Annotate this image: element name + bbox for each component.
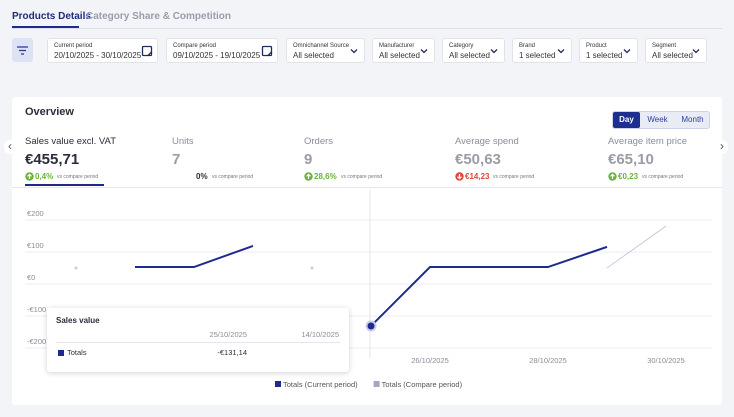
x-tick-label: 30/10/2025 xyxy=(647,356,685,365)
next-arrow[interactable]: › xyxy=(716,140,728,154)
filter[interactable]: Current period 20/10/2025 - 30/10/2025 xyxy=(47,38,158,63)
y-tick-label: -€100 xyxy=(27,305,46,314)
metric-note: vs compare period xyxy=(493,174,535,180)
tab[interactable]: Products Details xyxy=(12,11,91,22)
filter-label: Segment xyxy=(652,43,677,49)
line xyxy=(370,245,608,327)
tab-underline xyxy=(12,26,79,28)
metric-underline xyxy=(25,184,104,186)
metric-change: 0% xyxy=(196,172,208,181)
filter-icon xyxy=(17,46,28,55)
line-point xyxy=(310,266,314,270)
chevron-icon xyxy=(490,49,498,54)
tooltip-value: -€131,14 xyxy=(217,348,247,357)
metric-note: vs compare period xyxy=(57,174,99,180)
calendar-icon xyxy=(261,45,273,57)
filter-value: 20/10/2025 - 30/10/2025 xyxy=(54,51,142,60)
filter-label: Compare period xyxy=(173,43,217,49)
tooltip-divider xyxy=(56,342,340,343)
metric-value: €65,10 xyxy=(608,151,654,168)
tooltip-column: 14/10/2025 xyxy=(301,330,339,339)
metric-value: 7 xyxy=(172,151,181,168)
chevron-icon xyxy=(420,49,428,54)
filter[interactable]: Omnichannel Source All selected xyxy=(286,38,365,63)
calendar-icon xyxy=(141,45,153,57)
filter[interactable]: Category All selected xyxy=(442,38,505,63)
tab[interactable]: Category Share & Competition xyxy=(86,11,232,22)
metric-name: Units xyxy=(172,136,194,147)
metric-name: Orders xyxy=(304,136,334,147)
filter-value: All selected xyxy=(652,51,693,60)
line xyxy=(606,225,667,269)
chevron-icon xyxy=(557,49,565,54)
metric-note: vs compare period xyxy=(341,174,383,180)
legend-swatch xyxy=(373,381,380,387)
metric-name: Average item price xyxy=(608,136,688,147)
line xyxy=(135,244,254,269)
trend-icon xyxy=(304,172,313,181)
filter-label: Current period xyxy=(54,43,93,49)
filter-value: All selected xyxy=(293,51,334,60)
filter[interactable]: Manufacturer All selected xyxy=(372,38,435,63)
filter[interactable]: Product 1 selected xyxy=(579,38,638,63)
filter[interactable]: Compare period 09/10/2025 - 19/10/2025 xyxy=(166,38,278,63)
tooltip-swatch xyxy=(58,350,64,356)
prev-arrow[interactable]: ‹ xyxy=(4,140,16,154)
tooltip-row: Totals xyxy=(67,348,87,357)
trend-icon xyxy=(455,172,464,181)
tooltip-title: Sales value xyxy=(56,316,100,325)
y-tick-label: €200 xyxy=(27,209,44,218)
filter-label: Category xyxy=(449,43,474,49)
metric-value: 9 xyxy=(304,151,313,168)
period-option[interactable]: Month xyxy=(681,115,704,124)
filter-button[interactable] xyxy=(12,38,33,62)
filter-label: Product xyxy=(586,43,607,49)
overview-title: Overview xyxy=(25,106,74,118)
legend-label: Totals (Compare period) xyxy=(382,380,463,389)
y-tick-label: €0 xyxy=(27,273,35,282)
metric-value: €455,71 xyxy=(25,151,80,168)
tooltip: Sales value 25/10/2025 14/10/2025 Totals -€1… xyxy=(47,308,349,372)
metric-change: 28,6% xyxy=(314,172,337,181)
metric-note: vs compare period xyxy=(642,174,684,180)
filter-value: All selected xyxy=(379,51,420,60)
metrics-divider xyxy=(12,187,722,188)
metric-note: vs compare period xyxy=(212,174,254,180)
trend-icon xyxy=(608,172,617,181)
metric-change: 0,4% xyxy=(35,172,54,181)
y-tick-label: -€200 xyxy=(27,337,46,346)
active-point xyxy=(365,320,377,332)
chevron-icon xyxy=(623,49,631,54)
y-tick-label: €100 xyxy=(27,241,44,250)
x-tick-label: 28/10/2025 xyxy=(529,356,567,365)
filter-value: All selected xyxy=(449,51,490,60)
tooltip-column: 25/10/2025 xyxy=(209,330,247,339)
tab-divider xyxy=(12,28,722,29)
filter-value: 1 selected xyxy=(586,51,623,60)
filter[interactable]: Segment All selected xyxy=(645,38,707,63)
filter-label: Brand xyxy=(519,43,536,49)
legend-label: Totals (Current period) xyxy=(283,380,358,389)
metric-value: €50,63 xyxy=(455,151,501,168)
line-point xyxy=(74,266,78,270)
chevron-icon xyxy=(350,49,358,54)
period-option[interactable]: Day xyxy=(613,112,640,128)
metric-change: €0,23 xyxy=(618,172,639,181)
chevron-icon xyxy=(692,49,700,54)
legend-swatch xyxy=(275,381,281,387)
filter[interactable]: Brand 1 selected xyxy=(512,38,572,63)
filter-value: 1 selected xyxy=(519,51,556,60)
x-tick-label: 26/10/2025 xyxy=(411,356,449,365)
trend-icon xyxy=(25,172,34,181)
filter-value: 09/10/2025 - 19/10/2025 xyxy=(173,51,261,60)
metric-name: Average spend xyxy=(455,136,519,147)
metric-name: Sales value excl. VAT xyxy=(25,136,116,147)
filter-label: Manufacturer xyxy=(379,43,415,49)
filter-label: Omnichannel Source xyxy=(293,43,350,49)
period-option[interactable]: Week xyxy=(647,115,668,124)
metric-change: €14,23 xyxy=(465,172,490,181)
